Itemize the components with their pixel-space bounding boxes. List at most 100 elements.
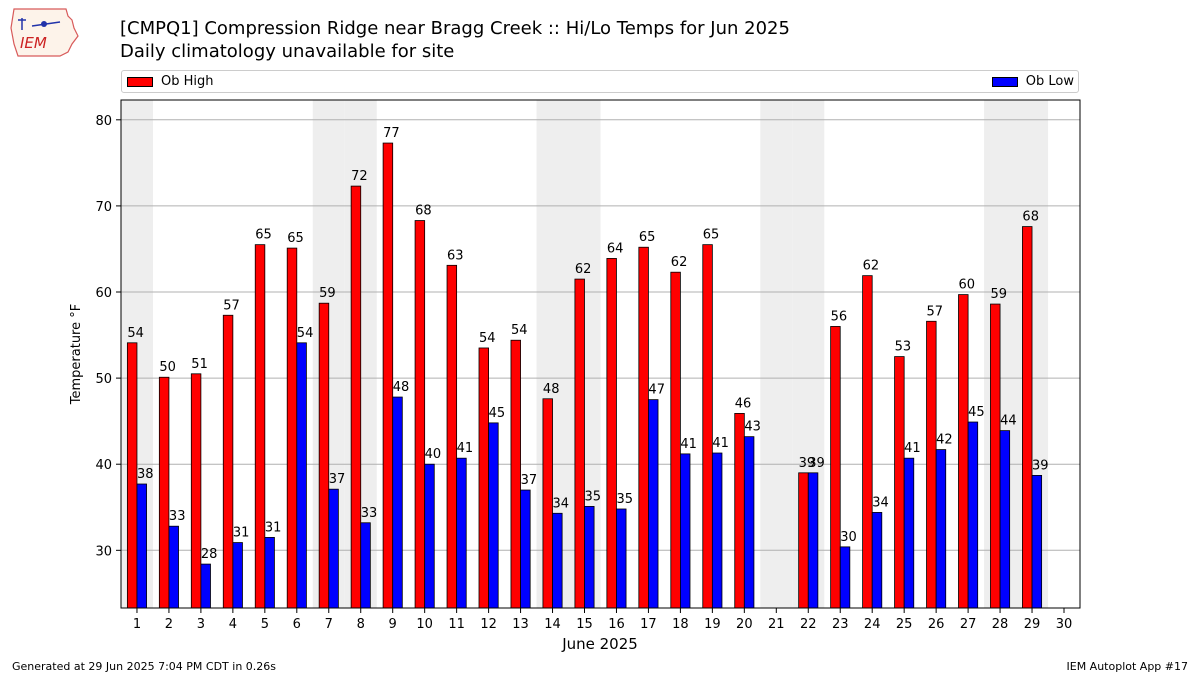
bar-label-low: 39: [1032, 458, 1049, 473]
bar-label-low: 37: [521, 473, 538, 488]
y-tick-label: 30: [95, 544, 112, 559]
bar-low-day-13: [520, 489, 531, 609]
bar-label-high: 51: [191, 357, 208, 372]
x-tick-label: 18: [672, 617, 689, 632]
bar-label-high: 39: [799, 456, 816, 471]
y-tick-label: 50: [95, 372, 112, 387]
weekend-shading: [121, 100, 1049, 608]
bar-low-day-20: [743, 436, 755, 609]
bar-high-day-24: [862, 275, 873, 609]
bar-label-high: 54: [479, 331, 496, 346]
bar-label-low: 48: [393, 380, 410, 395]
bar-label-low: 47: [648, 383, 665, 398]
bar-low-day-10: [424, 463, 435, 609]
bar-low-day-22: [807, 472, 819, 609]
bar-labels: 54 50 51 57 65 65 59 72 77 68 63 54 54 48 62 64 65 62 65 46…: [127, 126, 1048, 562]
x-tick-label: 14: [544, 617, 561, 632]
x-tick-label: 17: [640, 617, 657, 632]
x-tick-label: 10: [416, 617, 433, 632]
bar-label-low: 41: [457, 441, 474, 456]
bar-high-day-13: [510, 339, 521, 609]
bar-high-day-10: [414, 220, 426, 609]
bar-high-day-28: [990, 303, 1001, 609]
bar-high-day-7: [318, 302, 330, 609]
bar-label-low: 33: [361, 506, 378, 521]
x-tick-label: 2: [165, 617, 173, 632]
bar-high-day-29: [1022, 226, 1033, 609]
bar-low-day-16: [616, 508, 627, 609]
bar-low-day-18: [680, 453, 691, 609]
x-tick-label: 19: [704, 617, 721, 632]
iem-logo: IEM: [8, 6, 82, 58]
legend: Ob High Ob Low: [121, 70, 1079, 93]
x-tick-label: 9: [389, 617, 397, 632]
bar-high-day-23: [830, 326, 841, 609]
legend-item-low: Ob Low: [991, 74, 1074, 89]
bar-label-high: 46: [735, 396, 752, 411]
bar-high-day-5: [254, 244, 266, 609]
bar-high-day-6: [286, 247, 298, 609]
bar-label-high: 57: [927, 304, 944, 319]
x-tick-label: 26: [928, 617, 945, 632]
x-axis-label: June 2025: [561, 635, 638, 653]
bar-high-day-8: [350, 185, 362, 609]
bar-label-low: 34: [553, 496, 570, 511]
x-tick-label: 13: [512, 617, 529, 632]
bar-low-day-11: [456, 457, 467, 609]
bar-high-day-3: [190, 373, 202, 609]
x-tick-label: 4: [229, 617, 237, 632]
bar-label-high: 50: [159, 360, 176, 375]
bar-label-high: 65: [703, 228, 720, 243]
bar-label-low: 41: [712, 436, 729, 451]
bar-label-high: 62: [671, 255, 688, 270]
x-tick-label: 5: [261, 617, 269, 632]
bar-label-high: 60: [959, 278, 976, 293]
bar-label-low: 39: [808, 456, 825, 471]
bar-label-high: 64: [607, 241, 624, 256]
bar-low-day-2: [168, 525, 179, 609]
legend-swatch-high: [127, 76, 153, 87]
bar-label-low: 45: [968, 405, 985, 420]
bar-high-day-15: [574, 278, 585, 609]
bar-label-high: 57: [223, 298, 240, 313]
grid-lines: [121, 119, 1080, 551]
x-tick-label: 8: [357, 617, 365, 632]
bar-high-day-16: [606, 258, 617, 609]
bar-label-high: 59: [319, 286, 336, 301]
bar-low-day-29: [1031, 475, 1043, 609]
bar-label-low: 54: [297, 326, 314, 341]
bar-high-day-1: [126, 342, 138, 609]
bar-label-low: 40: [425, 447, 442, 462]
legend-label-high: Ob High: [161, 74, 214, 89]
weekend-shade-day-21: [760, 100, 793, 608]
x-tick-label: 15: [576, 617, 593, 632]
title-line-2: Daily climatology unavailable for site: [120, 41, 455, 62]
bar-low-day-25: [903, 457, 915, 609]
bar-low-day-5: [264, 536, 275, 609]
bar-high-day-25: [894, 356, 905, 609]
bar-high-day-11: [446, 264, 458, 609]
bar-label-low: 44: [1000, 414, 1017, 429]
x-tick-label: 20: [736, 617, 753, 632]
bar-low-day-23: [839, 546, 851, 609]
bar-label-low: 41: [680, 437, 697, 452]
x-tick-label: 30: [1056, 617, 1073, 632]
bar-label-high: 53: [895, 340, 912, 355]
x-tick-label: 12: [480, 617, 497, 632]
x-tick-label: 7: [325, 617, 333, 632]
bar-label-low: 37: [329, 472, 346, 487]
bar-label-high: 65: [255, 228, 272, 243]
bar-label-low: 31: [233, 526, 250, 541]
chart-title: [CMPQ1] Compression Ridge near Bragg Cre…: [120, 17, 790, 63]
x-tick-label: 25: [896, 617, 913, 632]
bar-low-day-9: [392, 396, 403, 609]
bar-low-day-26: [935, 449, 947, 609]
bar-high-day-12: [478, 347, 490, 609]
bar-label-low: 33: [169, 509, 186, 524]
legend-item-high: Ob High: [127, 74, 214, 89]
bar-low-day-6: [296, 342, 307, 609]
bar-high-day-14: [542, 398, 553, 609]
bar-label-high: 65: [287, 231, 304, 246]
bar-label-high: 65: [639, 230, 656, 245]
bar-label-high: 48: [543, 382, 560, 397]
